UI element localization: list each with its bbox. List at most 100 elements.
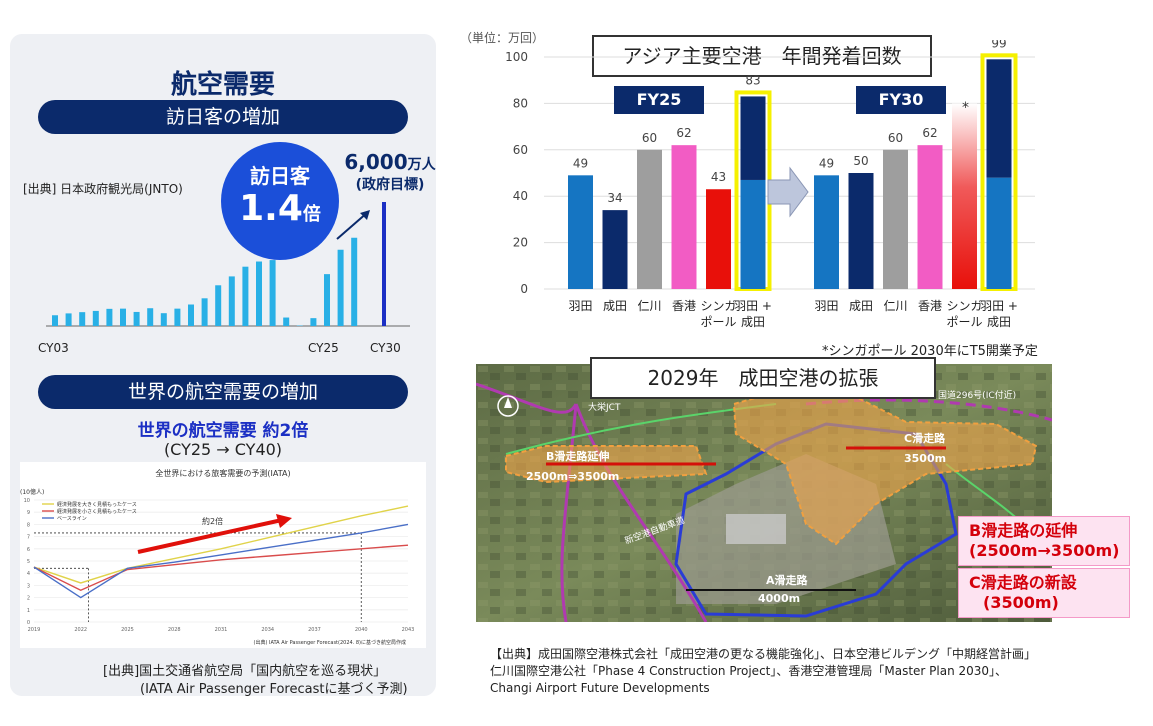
- mlit-source-2: (IATA Air Passenger Forecastに基づく予測): [140, 682, 408, 697]
- fy30-tag: FY30: [856, 86, 946, 114]
- iata-series-line: [33, 523, 409, 599]
- aerial-map: B滑走路延伸 2500m⇒3500m C滑走路 3500m A滑走路 4000m…: [476, 364, 1052, 622]
- iata-series-line: [33, 544, 409, 592]
- asia-value-label: 99: [991, 40, 1006, 50]
- iata-y-tick: 6: [27, 547, 30, 553]
- badge-label: 訪日客: [250, 164, 310, 188]
- asia-chart-title: アジア主要空港 年間発着回数: [592, 35, 932, 77]
- asia-bar: [848, 173, 874, 289]
- visitor-bar: [133, 311, 140, 326]
- asia-bar: [740, 96, 766, 180]
- visitor-bar: [106, 308, 113, 326]
- map-c-length: 3500m: [904, 452, 946, 465]
- iata-y-tick: 1: [27, 608, 30, 614]
- world-demand-line1: 世界の航空需要 約2倍: [137, 421, 309, 441]
- iata-y-tick: 5: [27, 559, 30, 565]
- visitor-bar: [283, 317, 290, 326]
- asia-bar-chart: 0 20 40 60 80 100 49 羽田 34 成田 60 仁川 62 香港 43 シンガポール 83 羽田…: [505, 40, 1035, 329]
- growth-arrow-line: [137, 518, 283, 554]
- iata-x-tick: 2040: [355, 627, 368, 633]
- asia-category-label: 羽田: [568, 299, 592, 313]
- asia-y-tick: 100: [505, 50, 528, 64]
- asia-value-label: 60: [642, 131, 657, 145]
- iata-x-tick: 2019: [28, 627, 41, 633]
- asia-value-label: 60: [888, 131, 903, 145]
- asia-bar: [671, 145, 697, 289]
- asia-bar: [637, 149, 662, 289]
- iata-title: 全世界における旅客需要の予測(IATA): [155, 469, 291, 478]
- asia-bar: [568, 175, 593, 289]
- iata-y-tick: 0: [27, 620, 30, 626]
- singapore-footnote: *シンガポール 2030年にT5開業予定: [822, 344, 1038, 359]
- transition-arrow-icon: [767, 166, 809, 218]
- visitor-bar: [382, 202, 386, 326]
- growth-arrow-icon: [336, 210, 370, 240]
- visitor-bar: [174, 308, 181, 326]
- asia-bar: [883, 149, 908, 289]
- iata-y-tick: 4: [27, 571, 30, 577]
- runway-c-callout: C滑走路の新設 (3500m): [958, 568, 1130, 618]
- visitor-bar: [228, 276, 235, 326]
- map-a-length: 4000m: [758, 592, 800, 605]
- asia-category-label: 羽田 +: [980, 299, 1018, 313]
- narita-map: B滑走路延伸 2500m⇒3500m C滑走路 3500m A滑走路 4000m…: [476, 364, 1052, 622]
- asia-category-label: シンガ: [946, 299, 982, 313]
- asia-y-tick: 40: [513, 189, 528, 203]
- iata-x-tick: 2043: [402, 627, 415, 633]
- iata-x-tick: 2028: [168, 627, 181, 633]
- asia-category-label: 羽田: [814, 299, 838, 313]
- asia-bar: [602, 210, 628, 289]
- panel-heading: 航空需要: [170, 70, 275, 100]
- asia-category-label: シンガ: [700, 299, 736, 313]
- target-label: 6,000万人 (政府目標): [344, 150, 436, 193]
- map-c-label: C滑走路: [904, 431, 946, 445]
- iata-legend-label: 経済発展を小さく見積もったケース: [57, 508, 137, 515]
- world-demand-pill: 世界の航空需要の増加: [38, 375, 408, 409]
- asia-category-label: ポール: [700, 315, 736, 329]
- asia-value-label: 34: [607, 191, 622, 205]
- asia-bar: [952, 103, 977, 290]
- visitor-bar: [310, 318, 317, 326]
- asia-category-label: 成田: [741, 315, 765, 329]
- iata-source-note: (出典) IATA Air Passenger Forecast(2024. 8…: [254, 639, 406, 646]
- asia-y-tick: 20: [513, 236, 528, 250]
- source-line-3: Changi Airport Future Developments: [490, 681, 710, 695]
- visitor-bar: [188, 304, 194, 326]
- source-line-1: 【出典】成田国際空港株式会社「成田空港の更なる機能強化」、日本空港ビルデング「中…: [490, 647, 1037, 661]
- asia-category-label: 成田: [603, 299, 627, 313]
- asia-category-label: 成田: [849, 299, 873, 313]
- iata-y-tick: 9: [27, 510, 30, 516]
- growth-arrow-icon: [276, 514, 292, 528]
- jnto-source: [出典] 日本政府観光局(JNTO): [23, 182, 183, 196]
- iata-y-tick: 2: [27, 596, 30, 602]
- badge-value: 1.4倍: [239, 188, 321, 229]
- map-route-label: 国道296号(IC付近): [938, 389, 1016, 401]
- asia-value-label: 49: [819, 156, 834, 170]
- visitor-bar: [120, 308, 126, 326]
- asia-bar: [740, 179, 766, 289]
- asia-category-label: 仁川: [883, 299, 907, 313]
- asia-value-label: 49: [573, 156, 588, 170]
- visitor-bar: [79, 312, 86, 326]
- asia-category-label: 成田: [987, 315, 1011, 329]
- iata-x-tick: 2034: [261, 627, 274, 633]
- asia-bar: [917, 145, 943, 289]
- visitor-bar: [324, 274, 330, 326]
- asia-y-tick: 80: [513, 96, 528, 110]
- iata-series-line: [33, 505, 409, 584]
- mlit-source-1: [出典]国土交通省航空局「国内航空を巡る現状」: [103, 664, 387, 679]
- map-a-label: A滑走路: [766, 573, 809, 587]
- asia-y-tick: 60: [513, 143, 528, 157]
- visitor-x-label: CY03: [38, 341, 69, 355]
- visitor-bar: [269, 260, 276, 326]
- singapore-asterisk: *: [962, 100, 969, 116]
- asia-value-label: 50: [853, 154, 868, 168]
- iata-line-chart: (10億人) 0 1 2 3 4 5 6 7 8 9 10 2019 2022 2025 2028 2031 20…: [20, 488, 415, 646]
- asia-category-label: 香港: [672, 299, 696, 313]
- asia-bar: [986, 59, 1012, 178]
- visitor-bar-chart: CY03 CY25 CY30: [38, 202, 410, 355]
- visitor-bar: [92, 310, 99, 326]
- iata-legend-label: ベースライン: [57, 516, 87, 522]
- source-line-2: 仁川国際空港公社「Phase 4 Construction Project」、香…: [490, 664, 1008, 678]
- visitor-bar: [201, 298, 208, 326]
